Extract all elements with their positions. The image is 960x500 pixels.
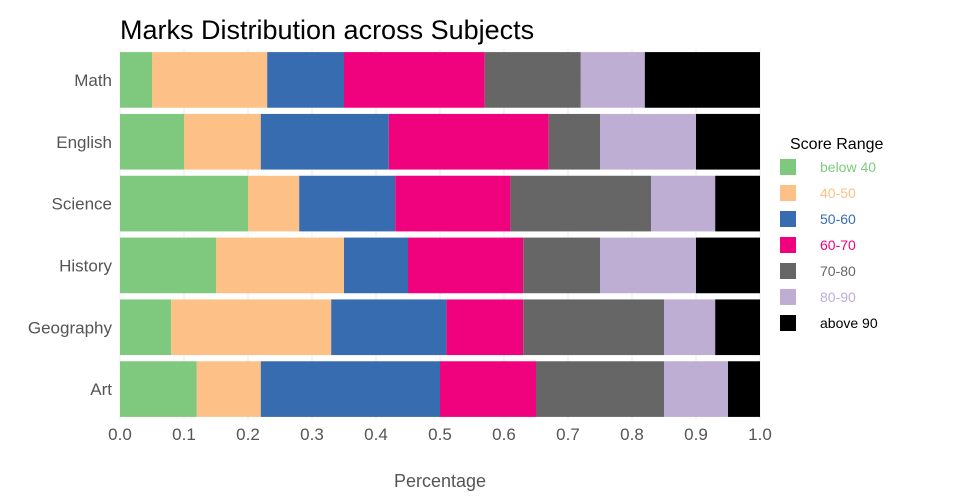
bar-segment bbox=[120, 113, 184, 170]
x-tick-label: 0.3 bbox=[300, 425, 324, 444]
legend-label: 80-90 bbox=[820, 289, 856, 305]
legend-title: Score Range bbox=[790, 136, 883, 153]
bar-segment bbox=[267, 52, 344, 108]
bar-segment bbox=[600, 237, 696, 294]
y-tick-label: Math bbox=[74, 71, 112, 90]
bar-segment bbox=[331, 299, 447, 356]
legend: Score Range below 40 40-50 50-60 60-70 70-80… bbox=[780, 136, 883, 331]
y-tick-label: Geography bbox=[28, 318, 113, 337]
bar-segment bbox=[644, 52, 760, 108]
bar-segment bbox=[715, 175, 760, 232]
bar-segment bbox=[260, 361, 440, 417]
bar-segment bbox=[388, 113, 549, 170]
y-tick-label: English bbox=[56, 133, 112, 152]
legend-swatch bbox=[780, 159, 796, 175]
y-tick-label: Science bbox=[52, 195, 112, 214]
x-tick-label: 0.9 bbox=[684, 425, 708, 444]
legend-label: 40-50 bbox=[820, 185, 856, 201]
x-axis-title: Percentage bbox=[394, 471, 486, 491]
bar-segment bbox=[536, 361, 664, 417]
bar-segment bbox=[260, 113, 389, 170]
bar-segment bbox=[248, 175, 300, 232]
bar-segment bbox=[344, 52, 485, 108]
bar-segment bbox=[120, 299, 172, 356]
x-tick-label: 0.4 bbox=[364, 425, 388, 444]
bar-segment bbox=[664, 299, 716, 356]
legend-swatch bbox=[780, 237, 796, 253]
bar-segment bbox=[580, 52, 645, 108]
bar-segment bbox=[120, 175, 248, 232]
x-tick-label: 0.8 bbox=[620, 425, 644, 444]
legend-swatch bbox=[780, 185, 796, 201]
bar-segment bbox=[299, 175, 396, 232]
bar-segment bbox=[440, 361, 536, 417]
bar-segment bbox=[651, 175, 716, 232]
y-tick-label: Art bbox=[90, 380, 112, 399]
bar-segment bbox=[446, 299, 524, 356]
bar-segment bbox=[715, 299, 760, 356]
y-tick-label: History bbox=[59, 256, 112, 275]
x-tick-label: 0.1 bbox=[172, 425, 196, 444]
legend-swatch bbox=[780, 263, 796, 279]
x-tick-label: 0.6 bbox=[492, 425, 516, 444]
bar-segment bbox=[152, 52, 268, 108]
bar-segment bbox=[171, 299, 332, 356]
x-tick-labels: 0.0 0.1 0.2 0.3 0.4 0.5 0.6 0.7 0.8 0.9 1.0 bbox=[108, 425, 772, 444]
legend-swatch bbox=[780, 211, 796, 227]
bar-segment bbox=[548, 113, 600, 170]
bar-segment bbox=[664, 361, 728, 417]
legend-label: 70-80 bbox=[820, 263, 856, 279]
bar-segment bbox=[696, 113, 760, 170]
legend-label: above 90 bbox=[820, 315, 878, 331]
bar-segment bbox=[120, 52, 152, 108]
x-tick-label: 0.5 bbox=[428, 425, 452, 444]
legend-label: 50-60 bbox=[820, 211, 856, 227]
legend-swatch bbox=[780, 289, 796, 305]
x-tick-label: 0.7 bbox=[556, 425, 580, 444]
bars-group bbox=[120, 52, 760, 417]
bar-segment bbox=[484, 52, 581, 108]
bar-segment bbox=[344, 237, 408, 294]
legend-swatch bbox=[780, 315, 796, 331]
x-tick-label: 1.0 bbox=[748, 425, 772, 444]
legend-label: 60-70 bbox=[820, 237, 856, 253]
bar-segment bbox=[728, 361, 760, 417]
bar-segment bbox=[523, 237, 600, 294]
chart-title: Marks Distribution across Subjects bbox=[120, 15, 534, 45]
bar-segment bbox=[523, 299, 664, 356]
legend-label: below 40 bbox=[820, 159, 876, 175]
x-tick-label: 0.2 bbox=[236, 425, 260, 444]
bar-segment bbox=[216, 237, 344, 294]
bar-segment bbox=[510, 175, 652, 232]
bar-segment bbox=[120, 237, 216, 294]
x-tick-label: 0.0 bbox=[108, 425, 132, 444]
bar-segment bbox=[184, 113, 261, 170]
bar-segment bbox=[395, 175, 511, 232]
bar-segment bbox=[120, 361, 197, 417]
bar-segment bbox=[408, 237, 524, 294]
bar-segment bbox=[600, 113, 696, 170]
y-tick-labels: Math English Science History Geography Art bbox=[28, 71, 113, 399]
bar-segment bbox=[696, 237, 760, 294]
bar-segment bbox=[196, 361, 261, 417]
